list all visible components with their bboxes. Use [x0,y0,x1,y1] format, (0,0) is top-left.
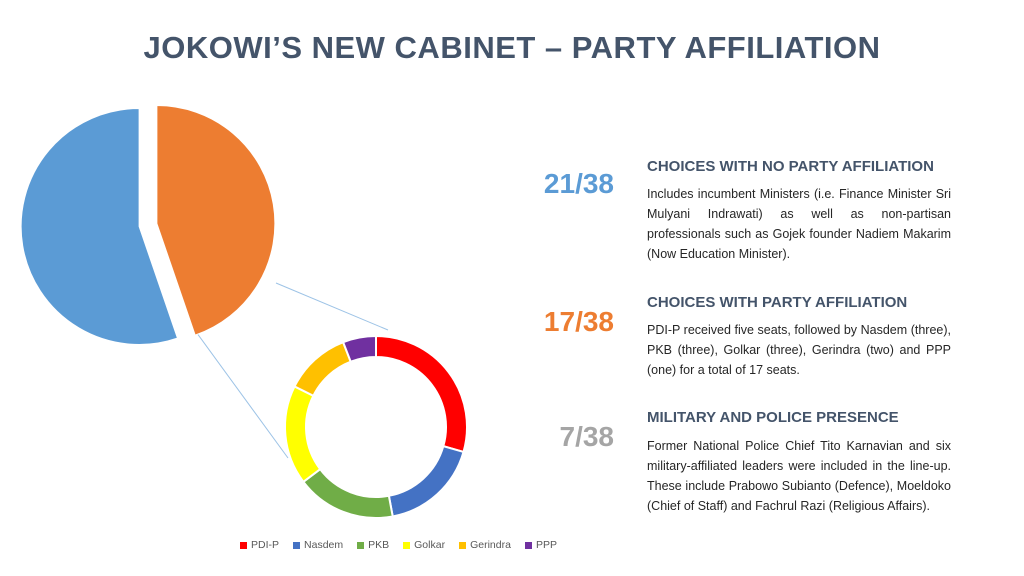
legend-swatch [524,541,532,549]
page-title: JOKOWI’S NEW CABINET – PARTY AFFILIATION [143,30,881,65]
donut-segment-pkb [301,467,394,519]
pie-slice-party-affiliation [156,105,276,336]
stat-party: 17/38 [543,306,614,337]
legend-item-golkar: Golkar [403,539,445,551]
connector-line-top [275,282,389,331]
legend-label: PPP [535,539,557,551]
heading-party: CHOICES WITH PARTY AFFILIATION [647,294,908,311]
donut-segment-nasdem [387,444,465,518]
legend-item-pkb: PKB [357,539,389,551]
legend-swatch [240,541,247,549]
legend-item-ppp: PPP [524,539,557,551]
pie-slice-no-party-affiliation [20,107,179,345]
donut-segment-ppp [341,334,377,364]
donut-segment-gerindra [293,340,353,398]
legend-label: PDI-P [251,539,280,551]
legend-item-nasdem: Nasdem [293,539,343,551]
heading-no-party: CHOICES WITH NO PARTY AFFILIATION [647,158,934,175]
legend-swatch [293,541,301,549]
main-pie-chart [20,105,276,345]
connector-line-bottom [196,332,289,459]
text-military: Former National Police Chief Tito Karnav… [647,439,951,513]
heading-military: MILITARY AND POLICE PRESENCE [647,409,899,426]
legend-label: Nasdem [304,539,344,551]
text-party: PDI-P received five seats, followed by N… [647,323,951,377]
legend-swatch [459,541,467,549]
text-no-party: Includes incumbent Ministers (i.e. Finan… [647,187,951,261]
donut-legend: PDI-P Nasdem PKB Golkar Gerindra PPP [240,539,557,551]
legend-swatch [403,541,411,549]
legend-swatch [357,541,365,549]
legend-label: Gerindra [470,539,511,551]
legend-label: Golkar [414,539,446,551]
stat-military: 7/38 [559,421,615,452]
donut-segment-golkar [284,385,322,484]
donut-segment-pdi-p [375,334,468,454]
legend-label: PKB [368,539,390,551]
stat-no-party: 21/38 [543,168,614,199]
legend-item-pdi-p: PDI-P [240,539,279,551]
legend-item-gerindra: Gerindra [459,539,511,551]
party-donut-chart [284,334,468,519]
